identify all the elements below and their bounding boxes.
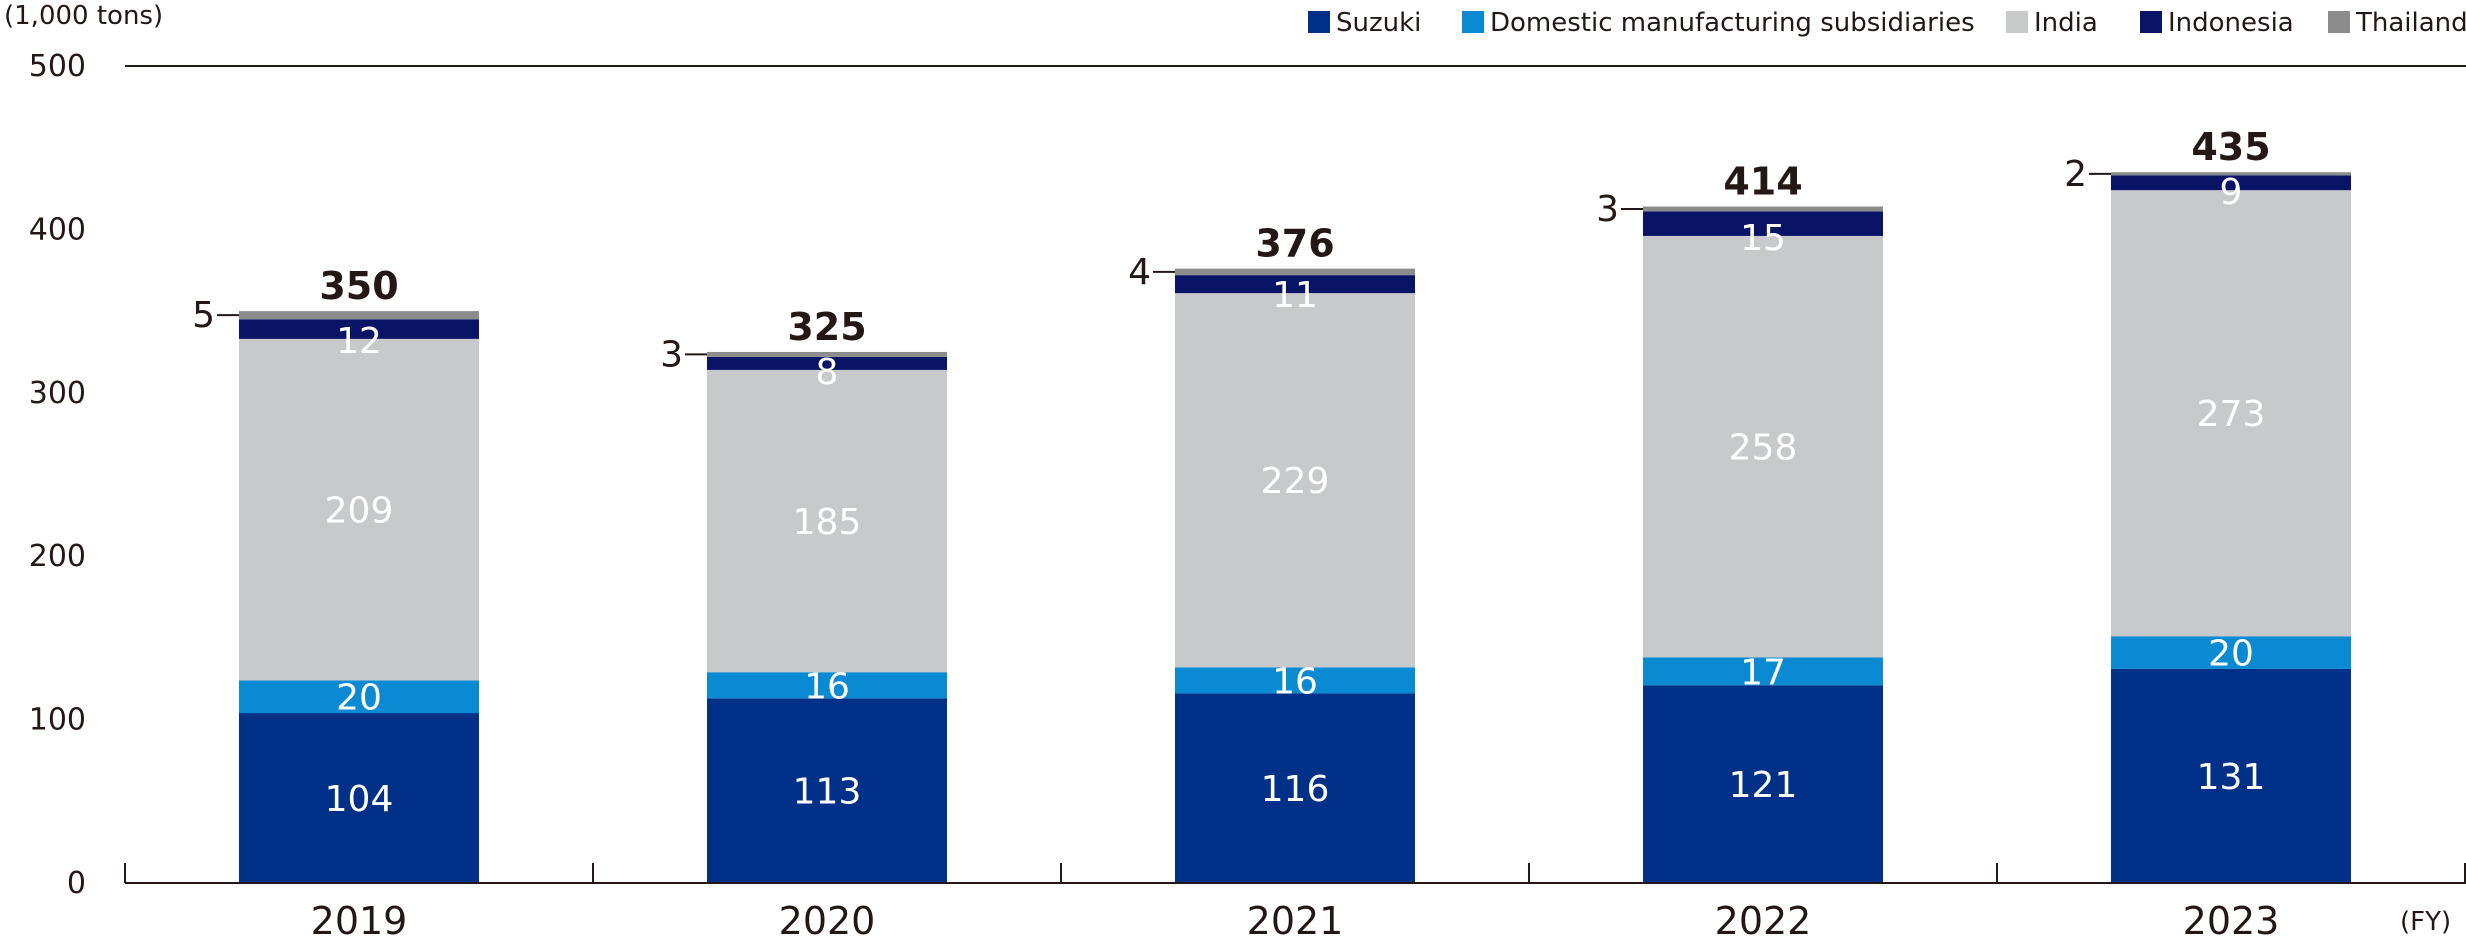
bar-segment-2023-2 xyxy=(2111,190,2351,637)
value-label-2020-0: 113 xyxy=(793,772,862,813)
y-axis: 0 100 200 300 400 500 xyxy=(29,49,2466,901)
bar-segment-2019-3 xyxy=(239,319,479,339)
bar-segment-2021-3 xyxy=(1175,275,1415,294)
value-label-2023-0: 131 xyxy=(2197,757,2266,798)
value-label-2023-4: 2 xyxy=(2064,154,2087,195)
value-label-2020-3: 8 xyxy=(816,352,839,393)
total-label-2019: 350 xyxy=(319,264,398,308)
bar-segment-2021-1 xyxy=(1175,667,1415,694)
value-label-2019-2: 209 xyxy=(325,491,394,532)
value-label-2019-3: 12 xyxy=(336,321,382,362)
value-label-2019-1: 20 xyxy=(336,678,382,719)
value-label-2022-2: 258 xyxy=(1729,428,1798,469)
bar-segment-2022-1 xyxy=(1643,657,1883,686)
y-tick-label-0: 0 xyxy=(67,866,86,901)
value-label-2021-1: 16 xyxy=(1272,661,1318,702)
bar-segment-2021-2 xyxy=(1175,293,1415,668)
value-label-2023-3: 9 xyxy=(2220,172,2243,213)
y-unit-label: (1,000 tons) xyxy=(4,1,163,31)
bar-segment-2021-4 xyxy=(1175,268,1415,276)
bar-segment-2019-1 xyxy=(239,680,479,714)
legend-swatch-1 xyxy=(1462,11,1484,33)
y-tick-label-300: 300 xyxy=(29,376,86,411)
bar-segment-2023-4 xyxy=(2111,172,2351,176)
value-label-2020-1: 16 xyxy=(804,666,850,707)
value-label-2019-4: 5 xyxy=(192,295,215,336)
value-label-2022-0: 121 xyxy=(1729,765,1798,806)
legend-swatch-4 xyxy=(2328,11,2350,33)
bar-segment-2023-1 xyxy=(2111,636,2351,669)
total-label-2022: 414 xyxy=(1723,160,1802,204)
value-label-2021-2: 229 xyxy=(1261,461,1330,502)
y-tick-label-400: 400 xyxy=(29,212,86,247)
bar-segment-2020-2 xyxy=(707,369,947,673)
x-tick-label-2019: 2019 xyxy=(311,899,408,940)
bar-segment-2020-3 xyxy=(707,356,947,370)
x-unit-label: (FY) xyxy=(2400,907,2451,937)
legend-swatch-0 xyxy=(1308,11,1330,33)
total-label-2021: 376 xyxy=(1255,222,1334,266)
legend-label-3: Indonesia xyxy=(2168,8,2294,38)
legend-label-2: India xyxy=(2034,8,2098,38)
value-label-2020-4: 3 xyxy=(660,334,683,375)
value-label-2022-3: 15 xyxy=(1740,218,1786,259)
x-tick-label-2020: 2020 xyxy=(779,899,876,940)
bar-segment-2022-0 xyxy=(1643,685,1883,883)
value-label-2022-4: 3 xyxy=(1596,189,1619,230)
value-label-2020-2: 185 xyxy=(793,502,862,543)
bar-segment-2020-1 xyxy=(707,672,947,699)
y-tick-label-500: 500 xyxy=(29,49,86,84)
bar-segment-2019-0 xyxy=(239,713,479,883)
bar-segment-2021-0 xyxy=(1175,693,1415,883)
x-tick-label-2022: 2022 xyxy=(1715,899,1812,940)
bar-segment-2020-0 xyxy=(707,698,947,883)
legend: Suzuki Domestic manufacturing subsidiarie… xyxy=(1308,8,2466,38)
bar-segment-2023-3 xyxy=(2111,175,2351,191)
legend-label-1: Domestic manufacturing subsidiaries xyxy=(1490,8,1975,38)
bar-segment-2023-0 xyxy=(2111,668,2351,883)
x-tick-label-2023: 2023 xyxy=(2183,899,2280,940)
value-label-2019-0: 104 xyxy=(325,779,394,820)
bar-segment-2019-4 xyxy=(239,311,479,320)
legend-label-0: Suzuki xyxy=(1336,8,1421,38)
bar-segment-2022-4 xyxy=(1643,206,1883,212)
value-label-2022-1: 17 xyxy=(1740,652,1786,693)
total-label-2023: 435 xyxy=(2191,125,2270,169)
bar-segment-2022-2 xyxy=(1643,235,1883,658)
value-label-2021-3: 11 xyxy=(1272,275,1318,316)
x-tick-label-2021: 2021 xyxy=(1247,899,1344,940)
legend-swatch-3 xyxy=(2140,11,2162,33)
y-tick-label-100: 100 xyxy=(29,703,86,738)
legend-label-4: Thailand xyxy=(2355,8,2466,38)
value-label-2023-2: 273 xyxy=(2197,394,2266,435)
bars: 1042020912535011316185833251161622911437… xyxy=(192,125,2351,883)
total-label-2020: 325 xyxy=(787,305,866,349)
bar-segment-2019-2 xyxy=(239,338,479,681)
value-label-2021-0: 116 xyxy=(1261,769,1330,810)
value-label-2023-1: 20 xyxy=(2208,634,2254,675)
legend-swatch-2 xyxy=(2006,11,2028,33)
value-label-2021-4: 4 xyxy=(1128,252,1151,293)
y-tick-label-200: 200 xyxy=(29,539,86,574)
bar-segment-2022-3 xyxy=(1643,211,1883,236)
bar-segment-2020-4 xyxy=(707,351,947,357)
x-axis: 2019 2020 2021 2022 2023 xyxy=(124,863,2466,943)
